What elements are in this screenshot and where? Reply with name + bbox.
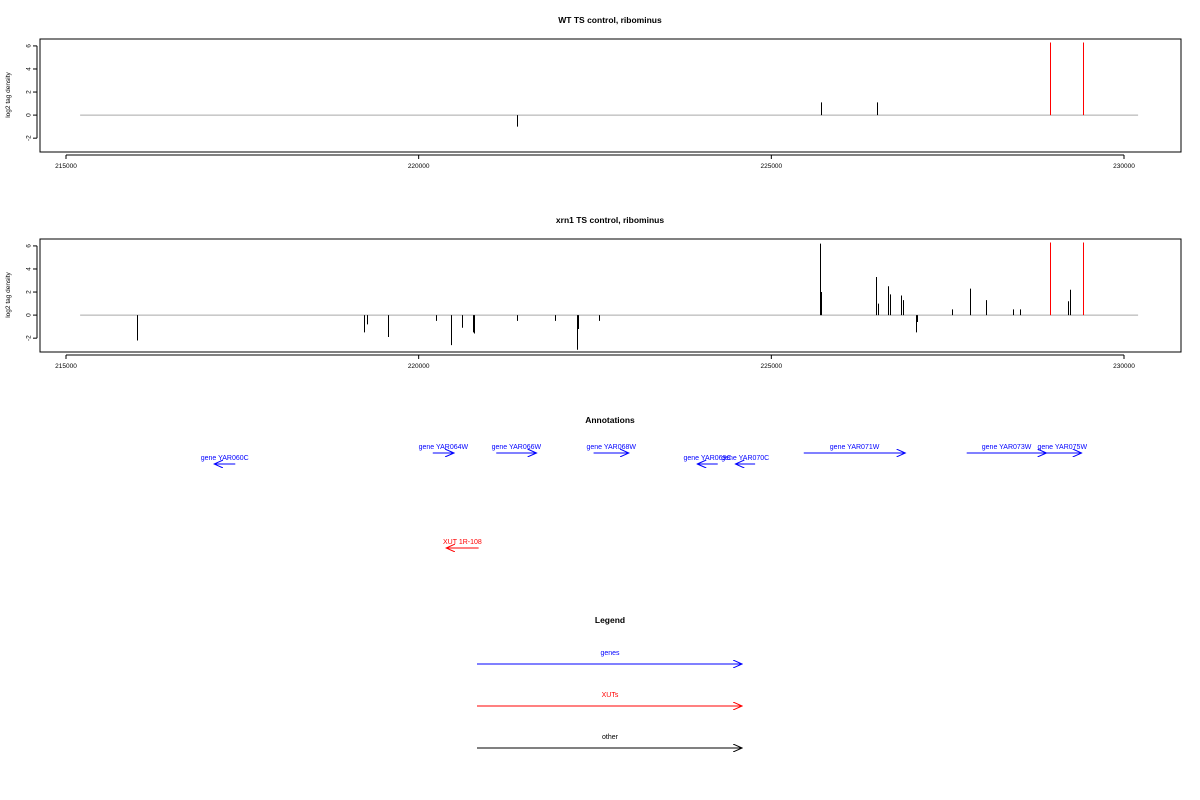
panel-xrn1-x-tick-label: 230000 <box>1113 363 1135 370</box>
panel-wt-title: WT TS control, ribominus <box>558 15 662 25</box>
panel-wt-y-axis: -2 0 2 4 6 <box>26 44 38 141</box>
xut-label: XUT 1R-108 <box>443 539 482 546</box>
panel-wt-x-tick-label: 225000 <box>760 163 782 170</box>
gene-label: gene YAR071W <box>830 444 880 451</box>
panel-xrn1-y-tick-label: 2 <box>26 290 33 294</box>
panel-wt-y-tick-label: 6 <box>26 44 33 48</box>
legend-title: Legend <box>595 615 625 625</box>
panel-xrn1-y-tick-label: 0 <box>26 313 33 317</box>
gene-label: gene YAR075W <box>1038 444 1088 451</box>
panel-xrn1-x-tick-label: 215000 <box>55 363 77 370</box>
gene-label: gene YAR064W <box>419 444 469 451</box>
gene-label: gene YAR073W <box>982 444 1032 451</box>
panel-wt-y-tick-label: 2 <box>26 90 33 94</box>
panel-xrn1-ylabel: log2 tag density <box>5 271 12 317</box>
legend-items: genes XUTs other <box>477 650 742 748</box>
panel-wt-x-axis: 215000 220000 225000 230000 <box>55 154 1135 170</box>
gene-label: gene YAR060C <box>201 455 249 462</box>
panel-xrn1-frame <box>39 238 1182 353</box>
panel-xrn1-title: xrn1 TS control, ribominus <box>556 215 664 225</box>
panel-wt-y-tick-label: 4 <box>26 67 33 71</box>
panel-xrn1-y-tick-label: -2 <box>26 335 33 341</box>
legend-label-genes: genes <box>600 650 620 657</box>
gene-label: gene YAR070C <box>721 455 769 462</box>
legend-label-other: other <box>602 734 619 741</box>
panel-wt-marks <box>80 42 1139 127</box>
panel-xrn1-y-tick-label: 6 <box>26 244 33 248</box>
panel-wt-x-tick-label: 215000 <box>55 163 77 170</box>
gene-label: gene YAR066W <box>492 444 542 451</box>
panel-wt-ylabel: log2 tag density <box>5 71 12 117</box>
panel-xrn1-y-tick-label: 4 <box>26 267 33 271</box>
panel-wt-x-tick-label: 220000 <box>408 163 430 170</box>
panel-wt-y-tick-label: 0 <box>26 113 33 117</box>
panel-wt-frame <box>39 38 1182 153</box>
panel-xrn1-x-tick-label: 225000 <box>760 363 782 370</box>
legend: Legend genes XUTs other <box>477 615 742 748</box>
panel-xrn1-x-axis: 215000 220000 225000 230000 <box>55 354 1135 370</box>
panel-xrn1-x-tick-label: 220000 <box>408 363 430 370</box>
gene-label: gene YAR069C <box>684 455 732 462</box>
legend-label-xuts: XUTs <box>602 692 619 699</box>
panel-xrn1-y-axis: -2 0 2 4 6 <box>26 244 38 341</box>
panel-xrn1: xrn1 TS control, ribominus log2 tag dens… <box>5 215 1182 370</box>
gene-label: gene YAR068W <box>586 444 636 451</box>
panel-wt: WT TS control, ribominus log2 tag densit… <box>5 15 1182 170</box>
annotations-title: Annotations <box>585 415 635 425</box>
panel-wt-y-tick-label: -2 <box>26 135 33 141</box>
annotation-xuts: XUT 1R-108 <box>443 539 482 548</box>
panel-xrn1-marks <box>80 242 1139 350</box>
panel-wt-x-tick-label: 230000 <box>1113 163 1135 170</box>
annotation-genes: gene YAR060C gene YAR064W gene YAR066W gene… <box>201 444 1088 464</box>
